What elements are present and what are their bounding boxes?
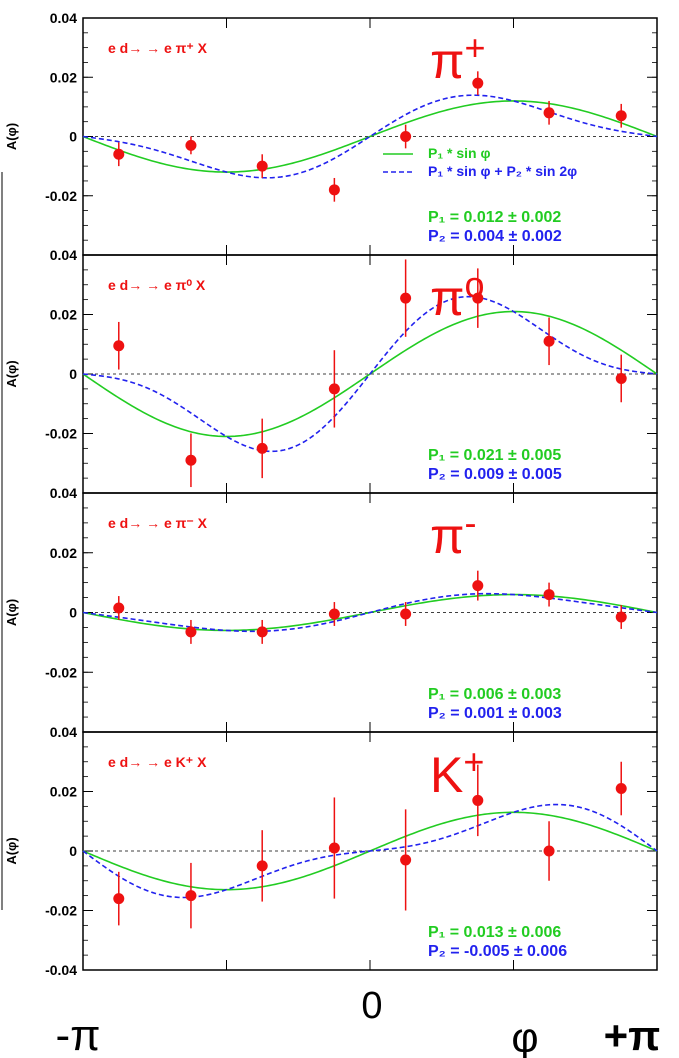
reaction-label: e d→ → e π⁺ X [108,40,208,56]
data-point [185,454,197,466]
y-tick-label: 0.04 [50,247,77,263]
data-point [328,842,340,854]
y-axis-label: A(φ) [4,599,19,626]
data-point [400,292,412,304]
fit-sin-phi-plus-sin-2phi [82,592,658,633]
fit-sin-phi-plus-sin-2phi [82,803,658,899]
data-point [328,184,340,196]
data-point [615,372,627,384]
data-point [185,139,197,151]
data-point [328,383,340,395]
particle-label: πo [430,264,485,326]
y-tick-label: -0.02 [45,426,77,442]
y-tick-label: -0.02 [45,188,77,204]
p1-value: P₁ = 0.021 ± 0.005 [428,447,561,464]
data-point [615,110,627,122]
p2-value: P₂ = 0.001 ± 0.003 [428,705,562,722]
data-point [543,589,555,601]
data-point [113,340,125,352]
x-tick-label-zero: 0 [361,985,382,1027]
y-tick-label: 0 [69,843,77,859]
panel-1: 0.04 0.02 0 -0.02 A(φ) e d→ → e π⁰ X πo P₁ = 0.… [4,247,658,494]
legend-entry: P₁ * sin φ + P₂ * sin 2φ [428,163,577,179]
data-point [256,160,268,172]
y-tick-label: 0.04 [50,10,77,26]
y-tick-label: 0.04 [50,485,77,501]
y-tick-label: 0.04 [50,724,77,740]
p2-value: P₂ = 0.009 ± 0.005 [428,466,562,483]
particle-label: π- [430,502,477,564]
y-axis-label: A(φ) [4,123,19,150]
data-point [113,602,125,614]
data-point [256,442,268,454]
data-point [615,783,627,795]
y-tick-label: -0.04 [45,962,77,978]
panel-2: 0.04 0.02 0 -0.02 A(φ) e d→ → e π⁻ X π- P₁ = 0.… [4,485,658,733]
data-point [472,794,484,806]
p1-value: P₁ = 0.006 ± 0.003 [428,686,561,703]
x-tick-label-minus-pi: -π [55,1011,100,1058]
reaction-label: e d→ → e π⁻ X [108,515,208,531]
fit-sin-phi-plus-sin-2phi [82,94,658,179]
p1-value: P₁ = 0.013 ± 0.006 [428,924,561,941]
data-point [472,77,484,89]
panel-0: 0.04 0.02 0 -0.02 A(φ) e d→ → e π⁺ X π+ P₁ * si… [4,10,658,256]
reaction-label: e d→ → e K⁺ X [108,754,207,770]
y-tick-label: 0 [69,366,77,382]
p2-value: P₂ = -0.005 ± 0.006 [428,943,567,960]
y-tick-label: 0 [69,605,77,621]
p1-value: P₁ = 0.012 ± 0.002 [428,209,561,226]
y-tick-label: 0.02 [50,307,77,323]
y-tick-label: 0 [69,129,77,145]
x-tick-label-plus-pi: +π [604,1012,661,1058]
fit-sin-phi-plus-sin-2phi [82,295,658,453]
data-point [185,890,197,902]
particle-label: π+ [430,27,486,89]
fit-sin-phi [82,100,658,173]
legend-entry: P₁ * sin φ [428,145,491,161]
data-point [113,893,125,905]
data-point [543,335,555,347]
y-tick-label: -0.02 [45,664,77,680]
y-tick-label: 0.02 [50,784,77,800]
y-tick-label: 0.02 [50,69,77,85]
data-point [400,608,412,620]
data-point [472,580,484,592]
data-point [543,845,555,857]
data-point [615,611,627,623]
data-point [256,860,268,872]
panel-3: 0.04 0.02 0 -0.02 -0.04 A(φ) e d→ → e K⁺ X K+ P₁… [4,724,658,978]
data-point [256,626,268,638]
x-axis-label: φ [511,1014,538,1058]
data-point [185,626,197,638]
data-point [472,292,484,304]
y-axis-label: A(φ) [4,360,19,387]
p2-value: P₂ = 0.004 ± 0.002 [428,228,562,245]
data-point [400,854,412,866]
data-point [543,107,555,119]
y-axis-label: A(φ) [4,837,19,864]
particle-label: K+ [430,741,484,803]
data-point [400,131,412,142]
data-point [328,608,340,620]
y-tick-label: 0.02 [50,545,77,561]
reaction-label: e d→ → e π⁰ X [108,277,206,293]
y-tick-label: -0.02 [45,903,77,919]
data-point [113,148,125,160]
